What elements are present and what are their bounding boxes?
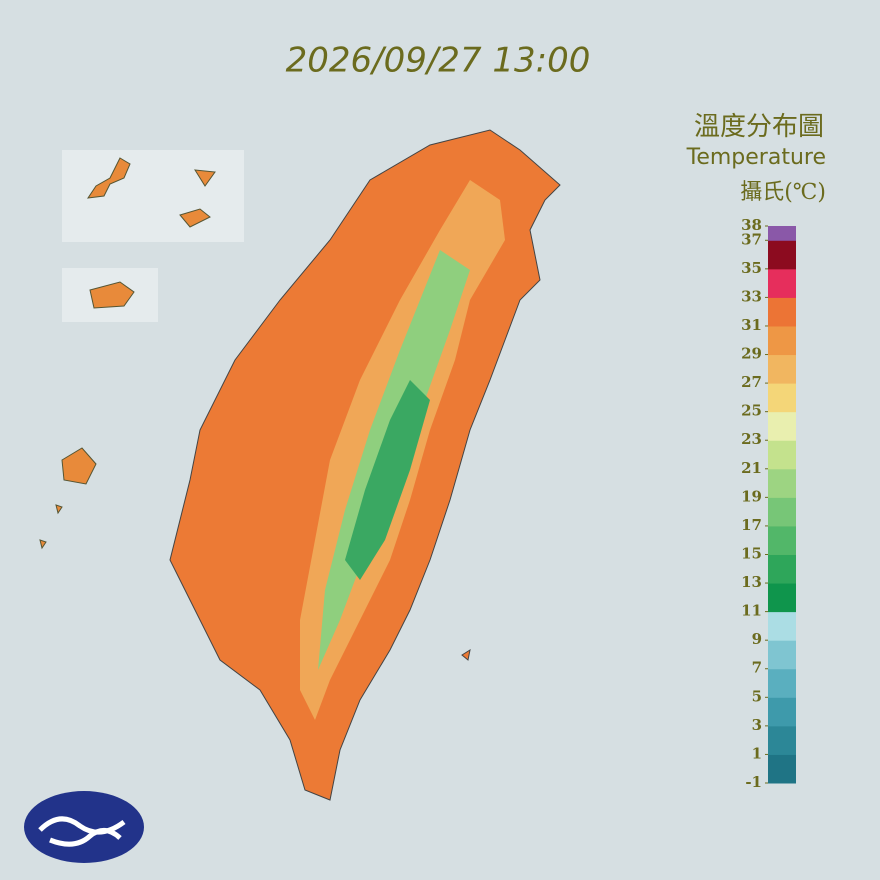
tick-label: 31	[741, 316, 762, 334]
taiwan	[169, 129, 561, 801]
tick-label: 25	[741, 402, 762, 420]
tick-label: 1	[752, 744, 762, 762]
tick-label: 13	[741, 573, 762, 591]
colorbar-segment	[768, 497, 796, 527]
tick-label: 29	[741, 345, 762, 363]
legend-title-en: Temperature	[686, 145, 826, 170]
colorbar-segment	[768, 268, 796, 298]
colorbar-segment	[768, 525, 796, 555]
colorbar-segment	[768, 668, 796, 698]
tick-label: 17	[741, 516, 762, 534]
tick-label: 21	[741, 459, 762, 477]
tick-label: 3	[752, 716, 762, 734]
tick-label: 23	[741, 430, 762, 448]
tick-label: 7	[752, 659, 762, 677]
tick-label: 15	[741, 544, 762, 562]
colorbar-segment	[768, 754, 796, 784]
colorbar-segment	[768, 640, 796, 670]
tick-label: 33	[741, 287, 762, 305]
inset-boxes	[39, 150, 244, 550]
colorbar-segment	[768, 611, 796, 641]
tick-label: 35	[741, 259, 762, 277]
colorbar-segment	[768, 468, 796, 498]
tick-label: 38	[741, 216, 762, 234]
tick-label: 37	[741, 230, 762, 248]
logo	[24, 791, 144, 863]
colorbar-segment	[768, 583, 796, 613]
legend-title-zh: 溫度分布圖	[694, 112, 824, 142]
tick-label: -1	[745, 773, 762, 791]
timestamp: 2026/09/27 13:00	[286, 41, 591, 81]
legend-unit: 攝氏(℃)	[740, 180, 826, 205]
colorbar-segment	[768, 554, 796, 584]
tick-label: 19	[741, 487, 762, 505]
colorbar-segment	[768, 440, 796, 470]
tick-label: 11	[741, 602, 762, 620]
tick-label: 27	[741, 373, 762, 391]
colorbar-segment	[768, 354, 796, 384]
tick-label: 5	[752, 687, 762, 705]
colorbar-segment	[768, 697, 796, 727]
colorbar-segment	[768, 240, 796, 270]
tick-label: 9	[752, 630, 762, 648]
colorbar-segment	[768, 297, 796, 327]
colorbar-segment	[768, 383, 796, 413]
colorbar-segment	[768, 325, 796, 356]
colorbar-segment	[768, 226, 796, 241]
colorbar-segment	[768, 411, 796, 441]
colorbar-segment	[768, 725, 796, 755]
